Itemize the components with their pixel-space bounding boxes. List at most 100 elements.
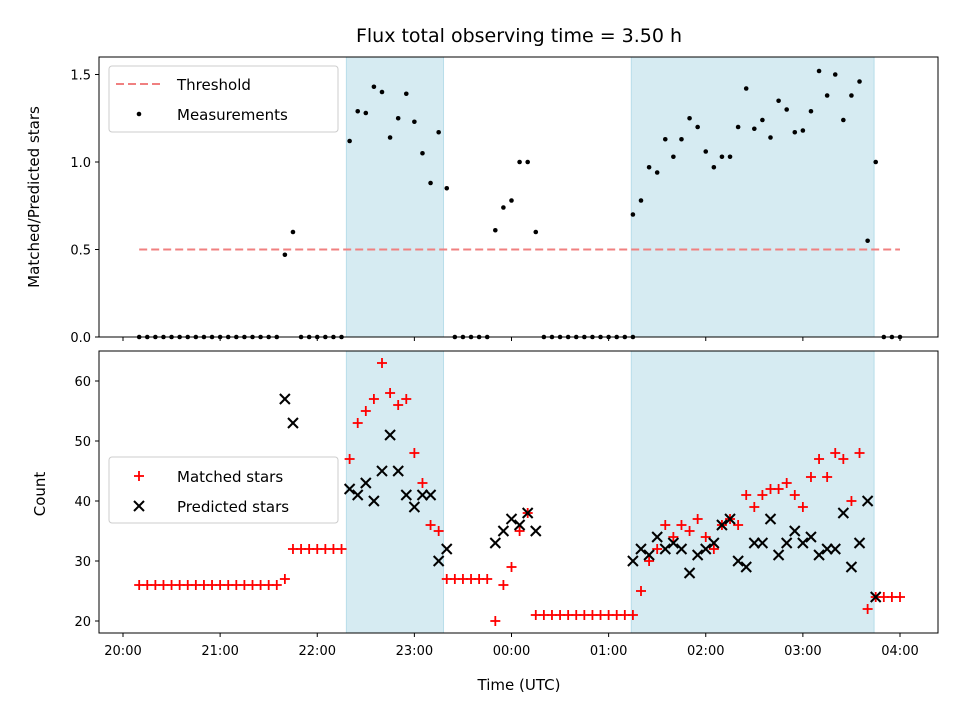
x-tick-label: 21:00 [201, 644, 238, 659]
bottom-y-tick-label: 60 [74, 375, 91, 390]
measurement-point [444, 185, 450, 191]
measurement-point [646, 164, 652, 170]
predicted-star-point [659, 543, 671, 555]
measurement-point [865, 238, 870, 244]
matched-star-point [652, 544, 663, 554]
predicted-star-point [700, 543, 712, 555]
top-shaded-interval [630, 56, 875, 338]
predicted-star-point [352, 489, 364, 501]
predicted-star-point [441, 543, 453, 555]
top-y-tick-label: 1.5 [70, 69, 91, 84]
matched-star-point [822, 472, 833, 482]
measurement-point [428, 180, 433, 186]
predicted-star-point [675, 543, 688, 555]
measurement-point [695, 124, 700, 130]
predicted-star-point [740, 561, 752, 573]
measurement-point [719, 154, 725, 160]
measurement-point [509, 198, 514, 203]
predicted-star-point [279, 393, 291, 405]
measurement-point [403, 91, 409, 97]
bottom-panel: 20 30 40 50 60 20:00 21:00 22:00 23:00 00:00 01:00… [74, 350, 939, 659]
predicted-star-point [724, 513, 736, 525]
measurement-point [800, 128, 806, 133]
measurement-point [420, 150, 425, 156]
matched-star-point [433, 526, 444, 536]
measurement-point [355, 108, 361, 114]
matched-star-point [789, 490, 800, 500]
predicted-star-point [368, 495, 380, 507]
matched-star-point [627, 610, 638, 620]
top-legend: Threshold Measurements [108, 65, 339, 133]
measurement-point [687, 115, 692, 121]
predicted-star-point [789, 525, 801, 537]
measurement-point [517, 159, 522, 165]
predicted-star-point [853, 537, 866, 549]
measurement-point [290, 229, 296, 235]
measurement-point [816, 68, 822, 74]
predicted-star-point [513, 519, 526, 531]
predicted-star-point [797, 537, 809, 549]
matched-star-point [805, 472, 816, 482]
matched-star-point [644, 556, 655, 566]
matched-star-point [854, 448, 865, 458]
predicted-star-point [627, 555, 639, 567]
bottom-shaded-interval [630, 350, 875, 634]
predicted-star-point [360, 477, 372, 489]
predicted-star-point [400, 489, 412, 501]
legend-predicted-label: Predicted stars [177, 498, 289, 516]
predicted-star-point [408, 501, 421, 513]
bottom-legend: Matched stars Predicted stars [108, 456, 339, 524]
top-plot-frame [98, 56, 939, 338]
measurement-point [857, 79, 862, 84]
measurement-point [387, 135, 393, 140]
measurement-point [347, 138, 352, 144]
predicted-star-point [489, 537, 502, 549]
predicted-star-point [497, 525, 510, 537]
top-y-tick-label: 0.0 [70, 331, 91, 346]
predicted-star-point [813, 549, 825, 561]
predicted-star-point [756, 537, 769, 549]
matched-star-point [506, 562, 517, 572]
predicted-star-point [667, 537, 680, 549]
predicted-star-point [764, 513, 777, 525]
predicted-star-point [392, 465, 404, 477]
predicted-star-point [432, 555, 445, 567]
bottom-y-tick-label: 20 [74, 615, 91, 630]
predicted-star-point [343, 483, 356, 495]
measurement-point [849, 93, 854, 98]
legend-predicted-swatch [133, 500, 145, 512]
matched-star-point [773, 484, 784, 494]
measurement-point [282, 252, 288, 258]
predicted-star-point [829, 543, 841, 555]
measurement-point [371, 84, 377, 90]
predicted-star-point [287, 417, 299, 429]
matched-star-point [895, 592, 905, 602]
predicted-star-point [683, 567, 696, 579]
measurement-point [493, 227, 498, 233]
matched-star-point [336, 544, 347, 554]
matched-star-point [781, 478, 792, 488]
matched-star-point [692, 514, 703, 524]
x-tick-label: 22:00 [299, 644, 336, 659]
matched-star-point [660, 520, 671, 530]
measurement-point [395, 115, 401, 121]
x-tick-label: 02:00 [687, 644, 724, 659]
chart-title: Flux total observing time = 3.50 h [356, 25, 682, 47]
matched-star-point [377, 358, 387, 368]
matched-star-point [425, 520, 436, 530]
predicted-star-point [651, 531, 663, 543]
predicted-star-point [635, 543, 647, 555]
measurement-point [703, 149, 709, 154]
legend-matched-label: Matched stars [177, 468, 283, 486]
matched-star-point [749, 502, 760, 512]
x-tick-label: 00:00 [493, 644, 530, 659]
predicted-star-point [691, 549, 704, 561]
top-panel: 0.0 0.5 1.0 1.5 Threshold Measurements [70, 56, 939, 346]
measurement-point [776, 98, 781, 104]
matched-star-point [279, 574, 290, 584]
measurement-point [727, 154, 733, 160]
bottom-y-tick-label: 50 [74, 435, 91, 450]
measurement-point [379, 89, 385, 95]
matched-star-point [700, 532, 711, 542]
